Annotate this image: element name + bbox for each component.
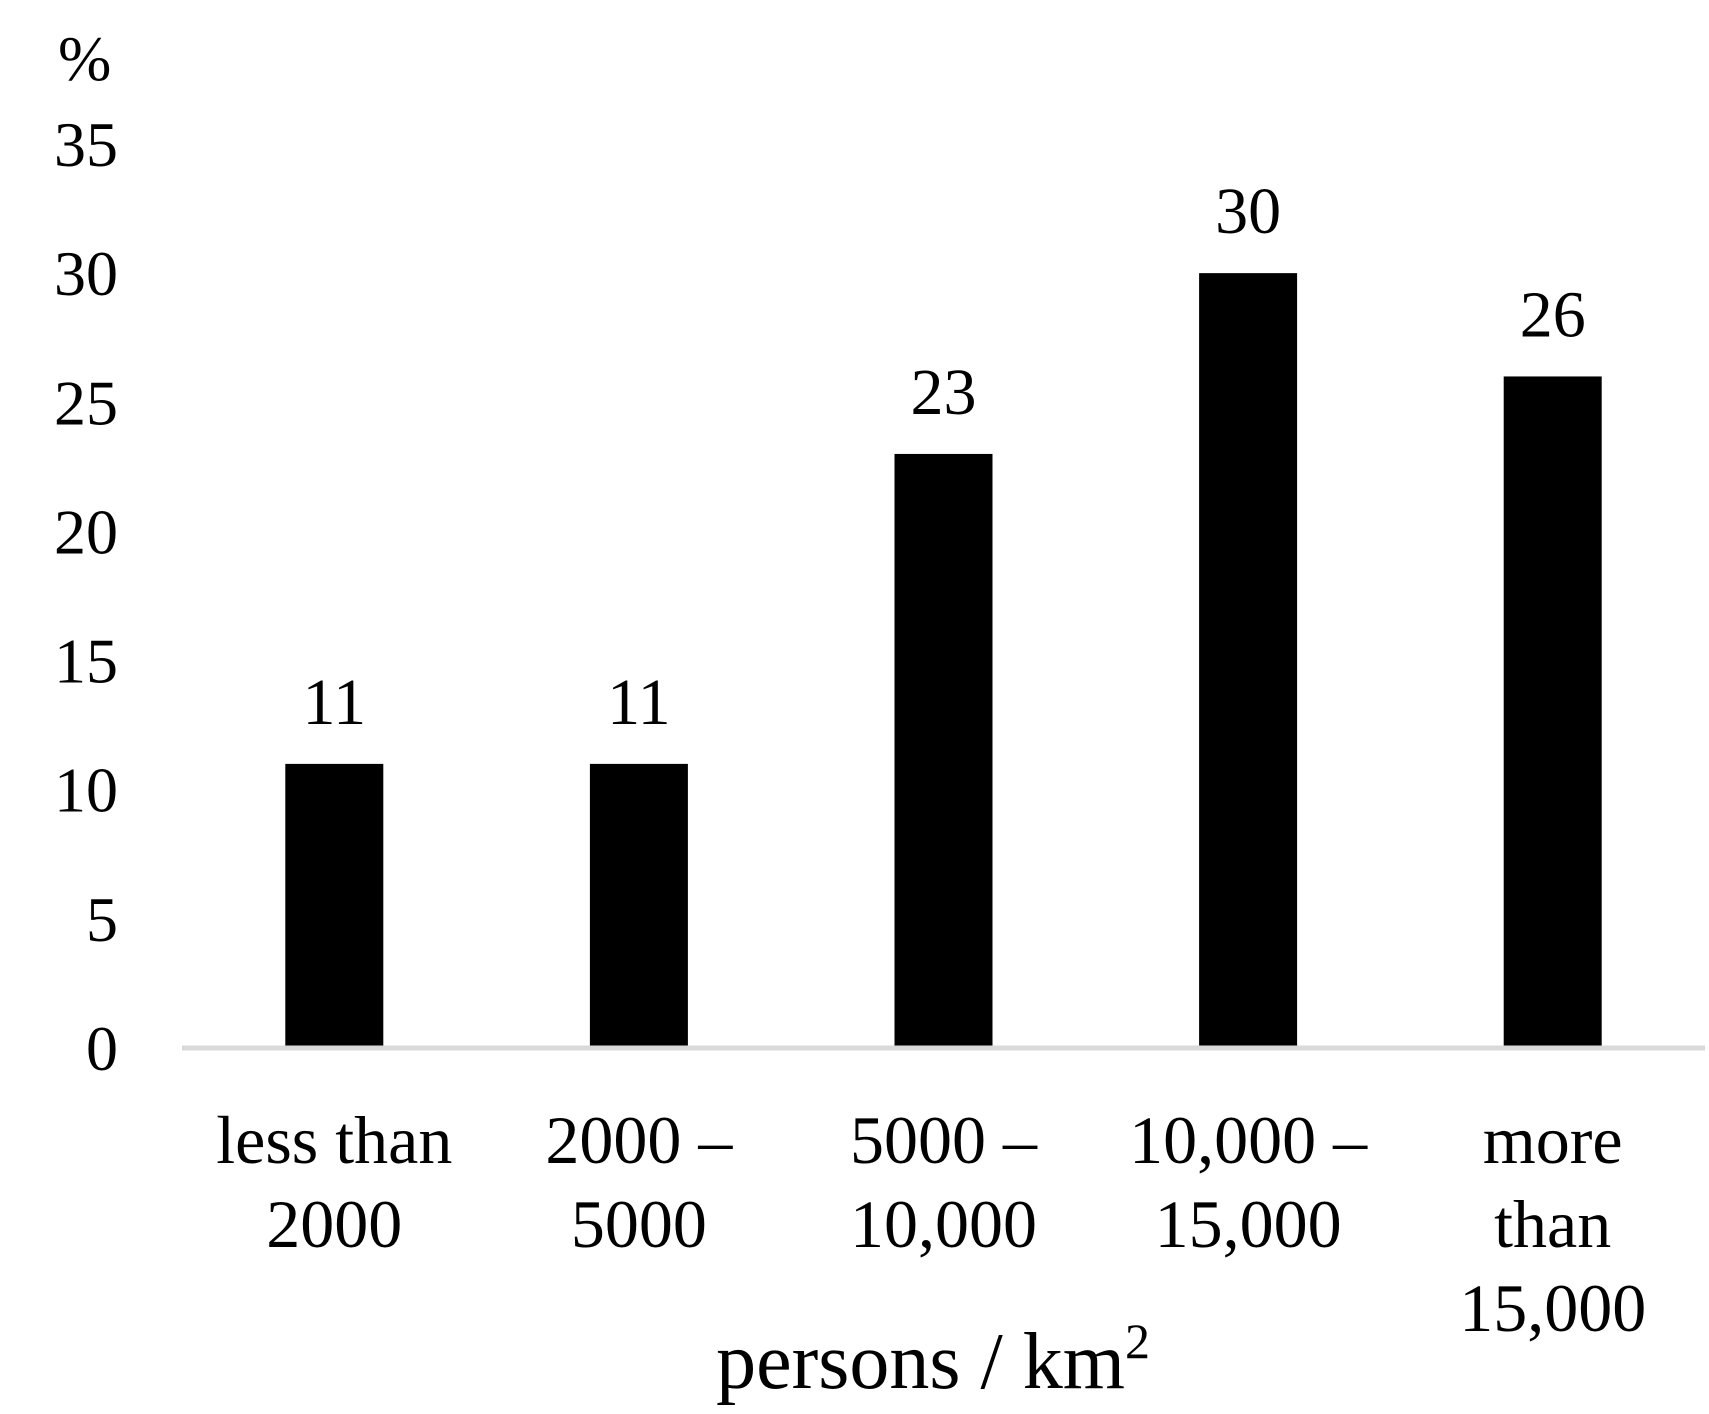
bar [589,763,688,1048]
x-category-label-line: 10,000 [850,1186,1037,1262]
x-category-label-line: 5000 – [850,1102,1038,1178]
data-labels: 11 11 23 30 26 [303,175,1586,739]
bar [285,763,384,1048]
data-label: 23 [911,356,977,429]
x-axis-title: persons / km2 [716,1313,1150,1406]
x-category-label-line: than [1494,1186,1611,1262]
x-category-label: less than 2000 [216,1102,452,1262]
x-axis-title-superscript: 2 [1125,1313,1150,1369]
x-category-label-line: more [1483,1102,1623,1178]
x-category-label-line: 5000 [571,1186,707,1262]
y-tick-label: 10 [54,755,118,826]
y-tick-label: 25 [54,367,118,438]
y-tick-label: 5 [86,884,118,955]
bars [285,273,1602,1049]
x-category-label-line: 15,000 [1155,1186,1342,1262]
y-tick-label: 15 [54,626,118,697]
x-category-label-line: 10,000 – [1129,1102,1368,1178]
bar [894,453,993,1048]
data-label: 11 [303,666,367,739]
y-axis-ticks: 0 5 10 15 20 25 30 35 [54,109,118,1084]
data-label: 26 [1520,278,1586,351]
y-tick-label: 35 [54,109,118,180]
data-label: 30 [1215,175,1281,248]
x-category-label: 10,000 – 15,000 [1129,1102,1368,1262]
bar [1199,273,1298,1049]
bar [1503,376,1602,1048]
y-tick-label: 20 [54,496,118,567]
x-category-label-line: 15,000 [1459,1270,1646,1346]
x-category-label: 2000 – 5000 [545,1102,733,1262]
x-category-label-line: 2000 – [545,1102,733,1178]
y-axis-unit-label: % [58,23,111,94]
x-axis-category-labels: less than 2000 2000 – 5000 5000 – 10,000 10,00… [216,1102,1646,1346]
x-category-label-line: less than [216,1102,452,1178]
x-category-label: more than 15,000 [1459,1102,1646,1346]
x-axis-title-text: persons / km [716,1318,1125,1406]
x-category-label-line: 2000 [266,1186,402,1262]
y-tick-label: 30 [54,238,118,309]
x-category-label: 5000 – 10,000 [850,1102,1038,1262]
y-tick-label: 0 [86,1013,118,1084]
data-label: 11 [607,666,671,739]
